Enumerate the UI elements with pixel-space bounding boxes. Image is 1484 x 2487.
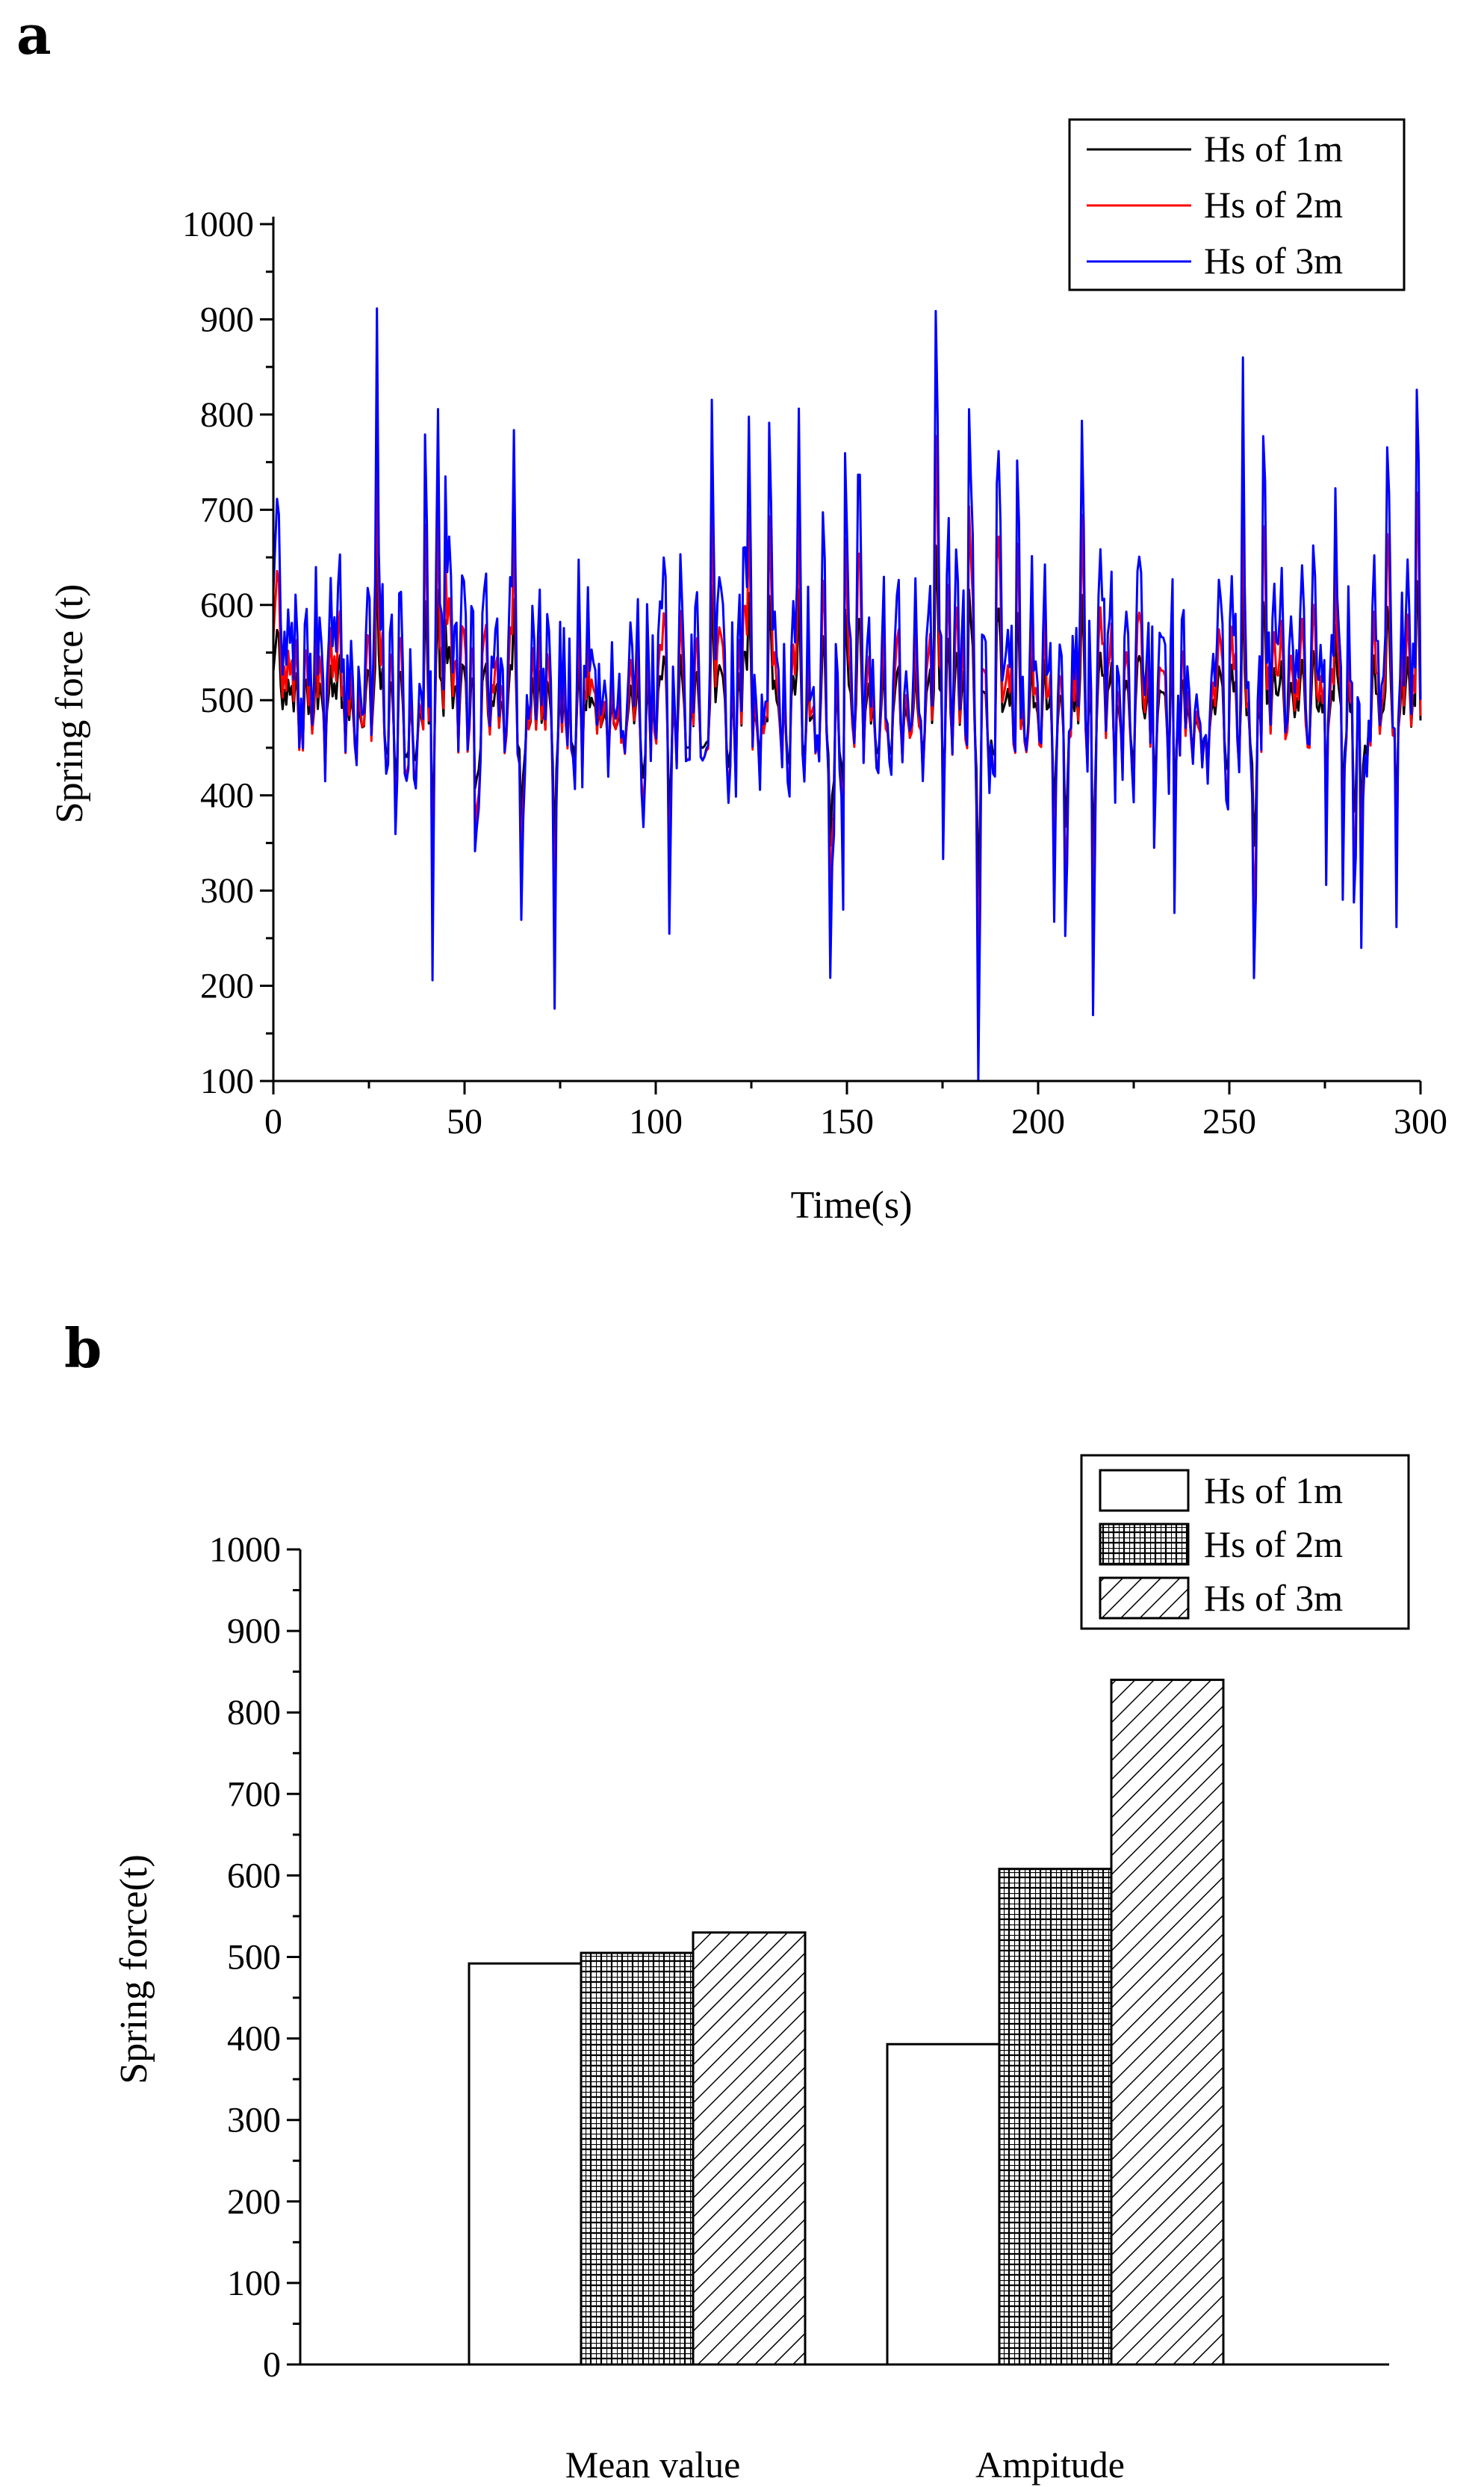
legend-label-hs1: Hs of 1m: [1204, 128, 1343, 170]
y-tick-label: 1000: [182, 205, 254, 244]
line-chart-axes: 100 200 300 400 500 600 700 800 900 1000 0 50 100 150…: [182, 205, 1447, 1142]
x-tick-label: 50: [447, 1102, 482, 1142]
bar-group: [468, 1679, 1225, 2366]
legend-b: Hs of 1m Hs of 2m Hs of 3m: [1080, 1454, 1410, 1630]
y-tick-label-b: 0: [263, 2345, 281, 2385]
bar-chart-axes: 0 100 200 300 400 500 600 700 800 900 1000: [209, 1530, 1389, 2385]
y-tick-label: 400: [200, 776, 254, 816]
x-tick-label: 100: [629, 1102, 683, 1142]
line-series-group: [272, 307, 1422, 1083]
y-tick-label: 700: [200, 490, 254, 530]
y-tick-label: 200: [200, 967, 254, 1006]
y-tick-label: 500: [200, 681, 254, 720]
legend-label-hs2: Hs of 2m: [1204, 184, 1343, 226]
y-tick-label-b: 700: [227, 1774, 281, 1814]
legend-label-b-hs3: Hs of 3m: [1204, 1577, 1343, 1619]
y-tick-label: 600: [200, 586, 254, 625]
panel-label-a: a: [16, 3, 52, 66]
y-tick-label-b: 500: [227, 1938, 281, 1977]
legend-label-hs3: Hs of 3m: [1204, 240, 1343, 282]
y-tick-label-b: 100: [227, 2264, 281, 2303]
legend-swatch-grid: [1099, 1523, 1190, 1566]
x-tick-label: 300: [1394, 1102, 1447, 1142]
category-label-amplitude: Ampitude: [975, 2444, 1125, 2486]
line-chart-panel: 100 200 300 400 500 600 700 800 900 1000 0 50 100 150…: [49, 118, 1447, 1227]
y-tick-label-b: 200: [227, 2182, 281, 2222]
y-tick-label-b: 400: [227, 2019, 281, 2059]
y-axis-title-b: Spring force(t): [113, 1854, 155, 2084]
bar-amplitude-hs1: [886, 2042, 1001, 2366]
bar-mean-hs3: [692, 1931, 807, 2366]
legend-label-b-hs2: Hs of 2m: [1204, 1523, 1343, 1565]
legend-label-b-hs1: Hs of 1m: [1204, 1469, 1343, 1511]
legend: Hs of 1m Hs of 2m Hs of 3m: [1068, 118, 1406, 291]
x-tick-label: 150: [820, 1102, 874, 1142]
legend-swatch-blank: [1099, 1469, 1190, 1512]
bar-mean-hs2: [580, 1951, 695, 2366]
x-tick-label: 0: [264, 1102, 282, 1142]
y-tick-label-b: 600: [227, 1856, 281, 1895]
x-tick-label: 250: [1202, 1102, 1256, 1142]
category-label-mean: Mean value: [565, 2444, 741, 2486]
bar-mean-hs1: [468, 1962, 583, 2366]
legend-swatch-hatch: [1099, 1576, 1190, 1620]
y-tick-label: 900: [200, 300, 254, 339]
bar-chart-panel: 0 100 200 300 400 500 600 700 800 900 1000 Spring …: [113, 1454, 1410, 2486]
y-axis-title: Spring force (t): [49, 584, 91, 824]
bar-amplitude-hs3: [1110, 1679, 1225, 2366]
y-tick-label-b: 800: [227, 1693, 281, 1732]
y-tick-label-b: 900: [227, 1611, 281, 1651]
x-axis-title: Time(s): [791, 1184, 913, 1227]
y-tick-label: 800: [200, 395, 254, 435]
x-tick-label: 200: [1011, 1102, 1065, 1142]
series-line-3: [272, 307, 1422, 1083]
panel-label-b: b: [64, 1316, 102, 1380]
bar-amplitude-hs2: [998, 1868, 1113, 2366]
y-tick-label-b: 1000: [209, 1530, 281, 1570]
y-tick-label: 300: [200, 871, 254, 911]
y-tick-label: 100: [200, 1062, 254, 1101]
y-tick-label-b: 300: [227, 2101, 281, 2140]
